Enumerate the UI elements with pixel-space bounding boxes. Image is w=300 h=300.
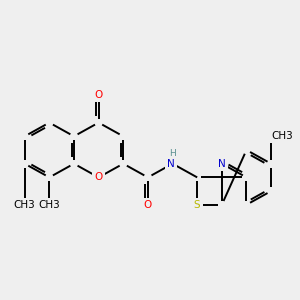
Text: H: H xyxy=(169,149,176,158)
Text: O: O xyxy=(144,200,152,210)
Text: CH3: CH3 xyxy=(271,131,293,141)
Text: O: O xyxy=(94,172,103,182)
Text: O: O xyxy=(94,90,103,100)
Text: S: S xyxy=(194,200,200,210)
Text: N: N xyxy=(218,159,226,169)
Text: CH3: CH3 xyxy=(14,200,36,210)
Text: CH3: CH3 xyxy=(38,200,60,210)
Text: N: N xyxy=(167,159,175,169)
